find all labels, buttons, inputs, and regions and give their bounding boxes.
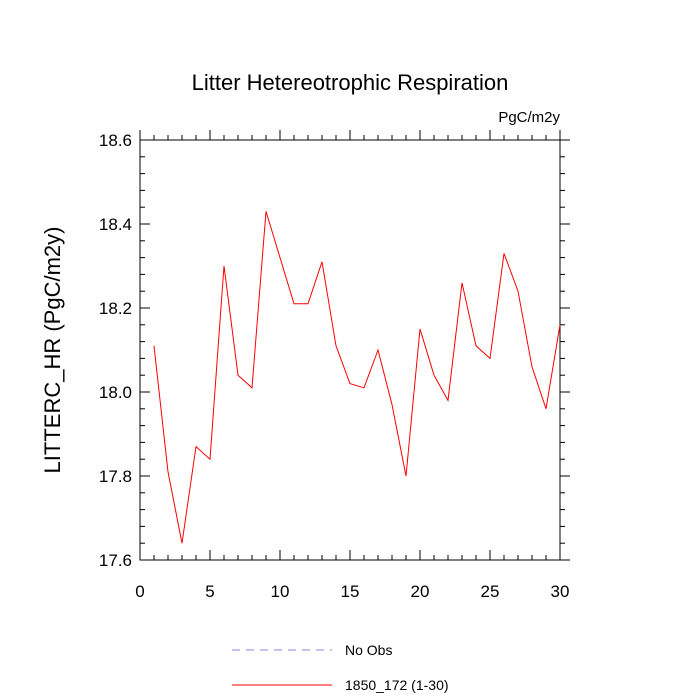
- plot-frame: [139, 139, 561, 561]
- y-tick-label: 18.6: [99, 131, 132, 150]
- series-layer: [153, 211, 561, 544]
- x-tick-label: 20: [411, 582, 430, 601]
- y-tick-label: 18.0: [99, 383, 132, 402]
- x-tick-label: 10: [271, 582, 290, 601]
- units-label: PgC/m2y: [498, 109, 560, 126]
- y-tick-label: 17.8: [99, 467, 132, 486]
- legend-label: 1850_172 (1-30): [345, 677, 449, 693]
- chart-title: Litter Hetereotrophic Respiration: [192, 70, 509, 95]
- y-tick-label: 18.2: [99, 299, 132, 318]
- y-tick-label: 18.4: [99, 215, 132, 234]
- legend: No Obs 1850_172 (1-30): [232, 642, 449, 693]
- y-tick-label: 17.6: [99, 551, 132, 570]
- y-axis-label: LITTERC_HR (PgC/m2y): [40, 227, 65, 474]
- x-tick-label: 0: [135, 582, 144, 601]
- x-tick-label: 15: [341, 582, 360, 601]
- x-tick-label: 25: [481, 582, 500, 601]
- axis-tick-labels: 0 5 10 15 20 25 30 17.6 17.8 18.0 18.2 18.4 18.6: [99, 131, 570, 601]
- x-tick-label: 30: [551, 582, 570, 601]
- series-line: [153, 211, 561, 544]
- x-tick-label: 5: [205, 582, 214, 601]
- legend-label: No Obs: [345, 642, 392, 658]
- axis-ticks: [139, 130, 570, 561]
